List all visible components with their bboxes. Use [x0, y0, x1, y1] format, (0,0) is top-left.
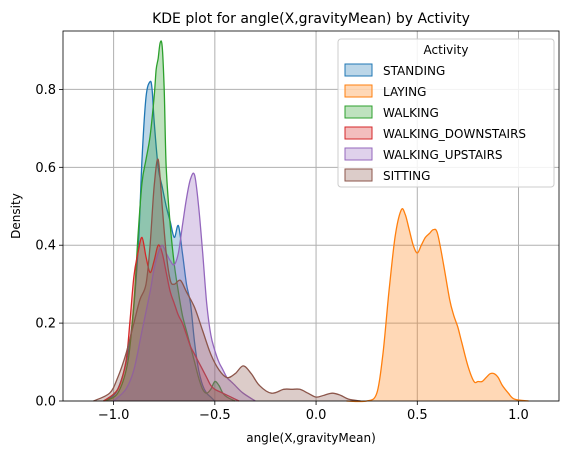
legend-label-sitting: SITTING	[383, 169, 430, 183]
kde-line-walking-downstairs	[103, 236, 240, 402]
legend-swatch-walking-downstairs	[344, 126, 373, 140]
kde-line-sitting	[93, 158, 361, 402]
x-axis: −1.0 −0.5 0.0 0.5 1.0	[98, 401, 529, 423]
y-tick-label-3: 0.6	[35, 161, 56, 176]
kde-area-standing	[103, 81, 215, 402]
plot-frame	[62, 30, 560, 402]
legend-box	[337, 38, 555, 188]
kde-area-laying	[346, 208, 529, 402]
kde-area-sitting	[93, 159, 361, 401]
legend-items: STANDING LAYING WALKING WALKING_DOWNSTAIRS W…	[344, 63, 526, 183]
legend-swatch-walking-upstairs	[344, 147, 373, 161]
y-axis: 0.0 0.2 0.4 0.6 0.8	[35, 83, 63, 410]
kde-area-walking-downstairs	[103, 237, 240, 401]
legend-label-laying: LAYING	[383, 85, 426, 99]
kde-line-laying	[346, 208, 529, 403]
kde-line-walking-upstairs	[113, 172, 256, 402]
legend-swatch-standing	[344, 63, 373, 77]
y-tick-label-2: 0.4	[35, 239, 56, 254]
legend-label-standing: STANDING	[383, 64, 445, 78]
legend-swatch-sitting	[344, 168, 373, 182]
x-tick-label-0: −1.0	[98, 408, 130, 423]
legend-title: Activity	[424, 43, 469, 57]
y-tick-label-0: 0.0	[35, 395, 56, 410]
y-axis-label: Density	[9, 193, 23, 239]
x-tick-label-4: 1.0	[508, 408, 529, 423]
legend-label-walking-upstairs: WALKING_UPSTAIRS	[383, 148, 503, 162]
legend-swatch-walking	[344, 105, 373, 119]
x-axis-label: angle(X,gravityMean)	[246, 431, 376, 445]
legend-label-walking-downstairs: WALKING_DOWNSTAIRS	[383, 127, 526, 141]
x-tick-label-3: 0.5	[407, 408, 428, 423]
legend: Activity STANDING LAYING WALKING WALKING_DO…	[337, 38, 555, 188]
y-tick-label-4: 0.8	[35, 83, 56, 98]
legend-swatch-laying	[344, 84, 373, 98]
kde-line-walking	[103, 40, 236, 402]
x-tick-label-1: −0.5	[199, 408, 231, 423]
chart-title: KDE plot for angle(X,gravityMean) by Act…	[152, 11, 470, 27]
y-tick-label-1: 0.2	[35, 317, 56, 332]
x-tick-label-2: 0.0	[306, 408, 327, 423]
legend-label-walking: WALKING	[383, 106, 439, 120]
series-layer	[93, 40, 529, 403]
